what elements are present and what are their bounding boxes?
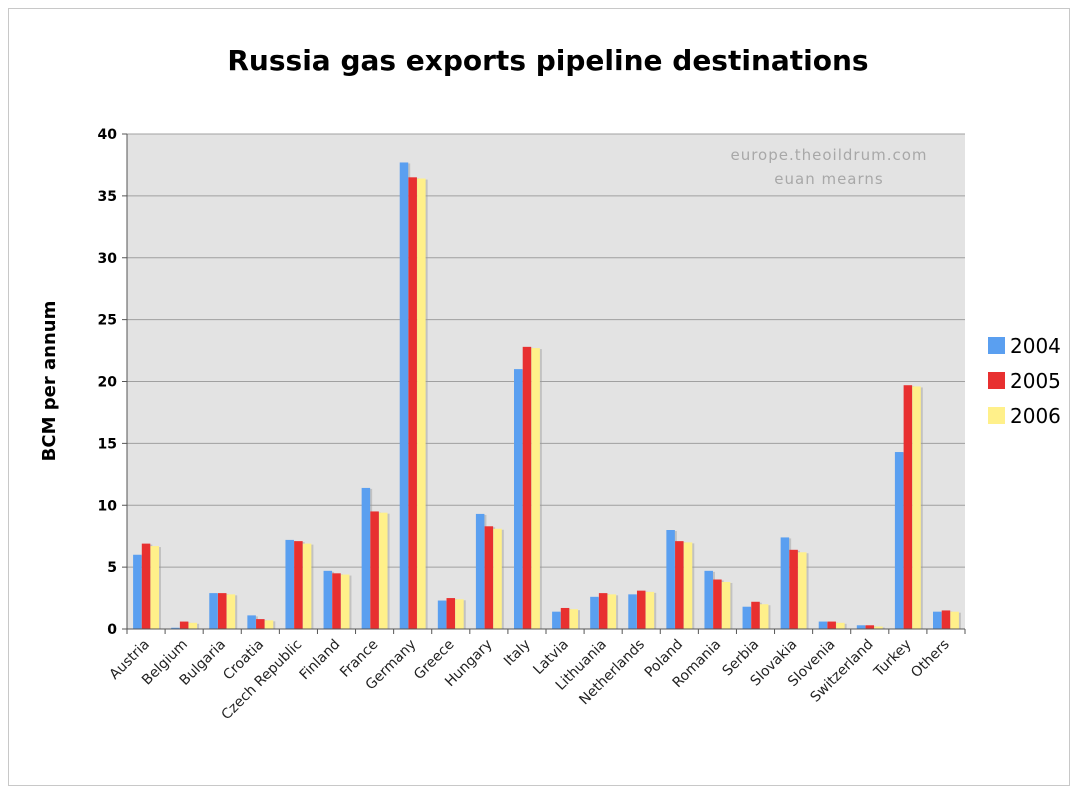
bar-2006-lithuania [607,594,617,629]
bar-2006-switzerland [874,626,883,629]
bars-group [133,162,961,630]
bar-2004-others [933,611,942,629]
bar-2004-latvia [552,611,561,629]
bar-2005-hungary [484,526,494,629]
bar-2004-serbia [742,606,752,629]
legend-label-2005: 2005 [1010,369,1061,393]
bar-2005-italy [522,346,532,629]
bar-2004-bulgaria [209,593,218,629]
bar-2006-turkey [912,386,921,629]
watermark-line-1: europe.theoildrum.com [730,146,927,164]
bar-2006-others [950,611,959,629]
bar-2005-france [370,511,379,629]
bar-2004-slovakia [780,537,790,629]
bar-2006-finland [340,574,350,629]
bar-2005-netherlands [636,590,646,629]
bar-2006-czech-republic [302,543,312,629]
legend: 2004 2005 2006 [988,334,1061,428]
bar-2004-netherlands [628,594,637,629]
bar-2006-austria [150,546,159,629]
bar-2005-turkey [903,385,913,629]
x-tick-label: Finland [297,637,344,684]
legend-label-2004: 2004 [1010,334,1061,358]
y-tick-label: 30 [98,251,118,267]
bar-2006-hungary [493,528,502,629]
bar-2006-france [379,512,388,629]
bar-2004-czech-republic [285,539,294,629]
x-tick-label: Turkey [870,637,914,681]
y-tick-label: 15 [98,436,117,452]
bar-2005-germany [408,177,417,629]
bar-2005-switzerland [865,625,875,629]
bar-2006-italy [531,348,540,629]
bar-2006-belgium [188,622,198,629]
bar-2005-lithuania [598,593,608,629]
bar-2005-slovenia [827,621,836,629]
bar-2004-hungary [475,513,485,629]
legend-swatch-2004 [988,337,1005,354]
bar-2005-greece [446,598,456,629]
bar-2005-croatia [256,619,265,629]
legend-swatch-2005 [988,372,1005,389]
y-axis-label: BCM per annum [39,301,60,462]
bar-2006-poland [683,542,693,629]
bar-2004-greece [437,600,447,629]
bar-2006-germany [417,178,426,630]
bar-2006-bulgaria [226,594,236,629]
bar-2004-finland [323,570,333,629]
y-tick-label: 10 [98,498,118,514]
y-tick-label: 35 [98,189,117,205]
bar-2006-croatia [264,620,274,629]
bar-2004-lithuania [590,596,599,629]
bar-2004-austria [133,554,142,629]
bar-2004-germany [399,162,409,629]
bar-2006-latvia [569,609,578,629]
bar-2004-poland [666,530,675,629]
bar-2004-belgium [171,627,180,629]
y-tick-label: 20 [98,375,118,391]
bar-2005-finland [332,573,341,629]
bar-2004-croatia [247,615,256,629]
legend-swatch-2006 [988,407,1005,424]
bar-2004-romania [704,570,713,629]
bar-2005-latvia [560,607,570,629]
y-tick-label: 5 [107,560,117,576]
bar-2004-slovenia [818,621,828,629]
bar-2006-slovenia [836,622,845,629]
bar-2005-romania [713,579,722,629]
bar-2005-austria [141,543,151,629]
bar-2005-poland [675,541,684,629]
bar-2004-france [361,487,371,629]
chart-title: Russia gas exports pipeline destinations [227,44,868,77]
bar-2004-switzerland [856,625,866,629]
y-tick-label: 0 [107,622,117,638]
watermark-line-2: euan mearns [774,170,883,188]
bar-2006-netherlands [645,591,655,629]
bar-2005-slovakia [789,549,798,629]
bar-2006-romania [721,581,731,629]
bar-2006-serbia [759,604,769,629]
bar-2005-others [941,610,951,629]
x-tick-label: Italy [501,637,534,670]
y-ticks: 0 5 10 15 20 25 30 35 40 [98,127,127,638]
bar-2005-belgium [179,621,189,629]
x-tick-label: Others [908,637,953,682]
bar-2004-italy [514,369,523,629]
bar-2006-greece [455,599,464,629]
bar-2004-turkey [894,452,904,629]
legend-label-2006: 2006 [1010,404,1061,428]
bar-2005-serbia [751,601,760,629]
bar-2005-czech-republic [294,541,303,629]
y-tick-label: 40 [98,127,118,143]
bar-2005-bulgaria [217,593,227,629]
bar-2006-slovakia [798,552,807,629]
grid-lines [127,133,965,568]
y-tick-label: 25 [98,313,117,329]
